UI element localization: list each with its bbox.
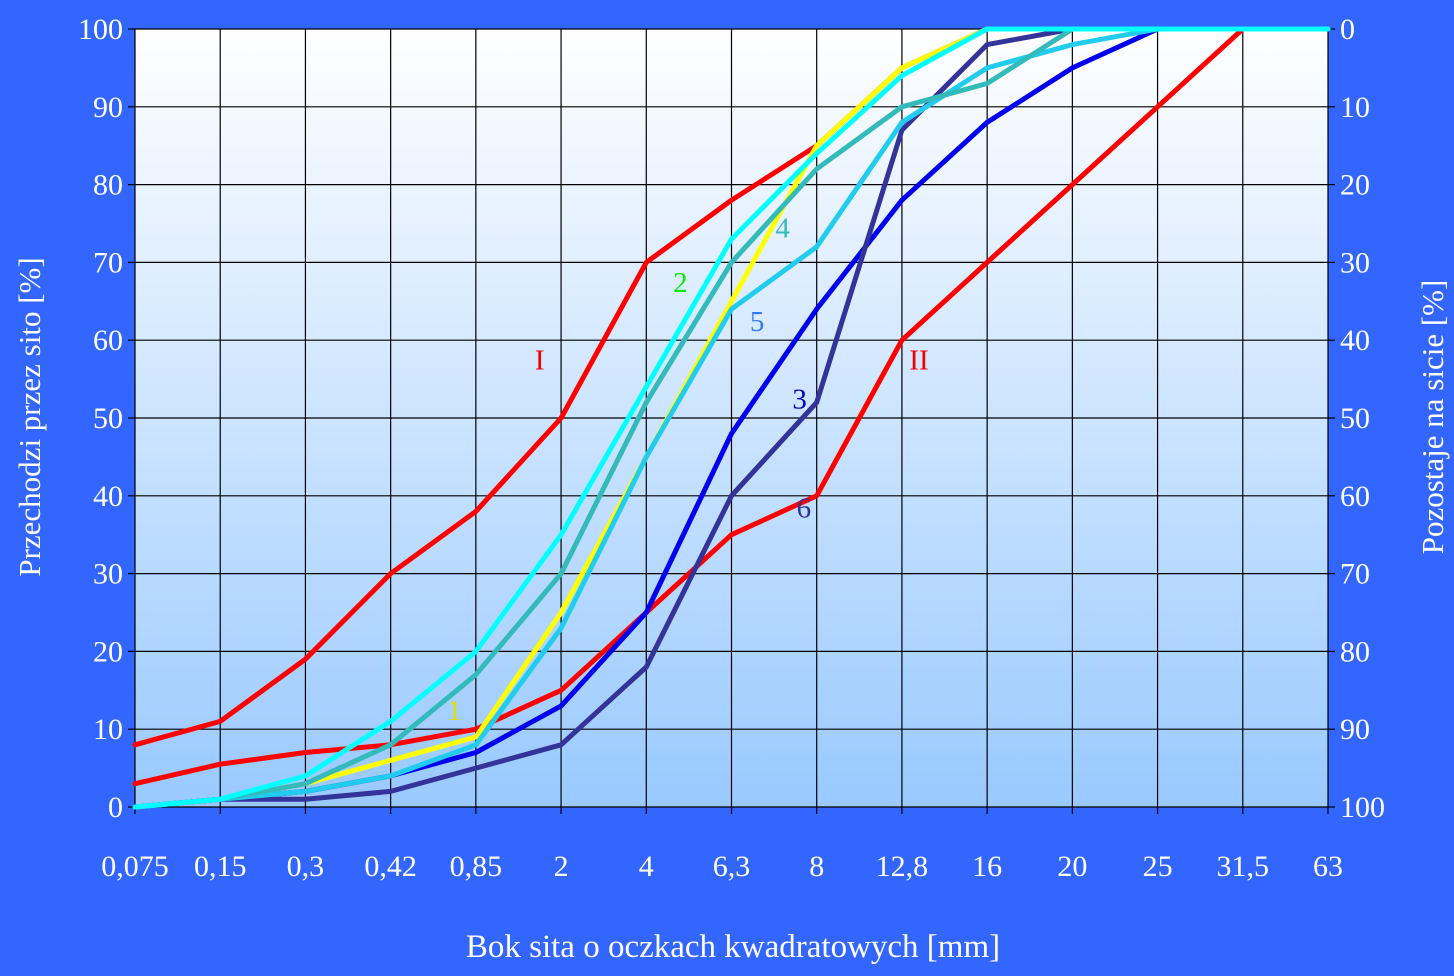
x-tick-label: 2 bbox=[554, 850, 569, 883]
axis-ticks bbox=[128, 28, 1335, 814]
x-tick-label: 12,8 bbox=[876, 850, 929, 883]
series-label-3: 3 bbox=[792, 384, 807, 416]
x-tick-label: 0,85 bbox=[450, 850, 503, 883]
y2-tick-label: 100 bbox=[1340, 791, 1385, 824]
y2-tick-label: 90 bbox=[1340, 713, 1370, 746]
x-tick-label: 6,3 bbox=[713, 850, 751, 883]
x-axis-label: Bok sita o oczkach kwadratowych [mm] bbox=[466, 929, 1000, 965]
series-label-4: 4 bbox=[775, 212, 790, 244]
series-label-5: 5 bbox=[750, 306, 765, 338]
y2-tick-label: 0 bbox=[1340, 13, 1355, 46]
y2-tick-label: 60 bbox=[1340, 480, 1370, 513]
y2-axis-label: Pozostaje na sicie [%] bbox=[1415, 280, 1450, 555]
y2-tick-label: 50 bbox=[1340, 402, 1370, 435]
y-tick-label: 20 bbox=[93, 635, 123, 668]
x-tick-label: 8 bbox=[809, 850, 824, 883]
y2-tick-label: 20 bbox=[1340, 169, 1370, 202]
x-tick-label: 4 bbox=[639, 850, 654, 883]
y-tick-label: 50 bbox=[93, 402, 123, 435]
y-tick-label: 40 bbox=[93, 480, 123, 513]
x-tick-label: 31,5 bbox=[1217, 850, 1270, 883]
y-axis-label: Przechodzi przez sito [%] bbox=[12, 257, 47, 576]
series-label-1: 1 bbox=[447, 695, 462, 727]
series-label-6: 6 bbox=[797, 492, 812, 524]
series-lines bbox=[132, 26, 1331, 810]
y2-tick-label: 40 bbox=[1340, 324, 1370, 357]
x-tick-label: 0,3 bbox=[287, 850, 325, 883]
x-tick-label: 16 bbox=[972, 850, 1002, 883]
y-tick-label: 90 bbox=[93, 91, 123, 124]
x-tick-label: 0,075 bbox=[101, 850, 169, 883]
series-label-I: I bbox=[535, 345, 545, 377]
axis-tick-labels: 0102030405060708090100100908070605040302… bbox=[78, 13, 1385, 883]
y2-tick-label: 30 bbox=[1340, 246, 1370, 279]
y2-tick-label: 10 bbox=[1340, 91, 1370, 124]
y-tick-label: 80 bbox=[93, 169, 123, 202]
y-tick-label: 10 bbox=[93, 713, 123, 746]
series-line-2 bbox=[132, 26, 1331, 810]
y-tick-label: 0 bbox=[108, 791, 123, 824]
y-tick-label: 100 bbox=[78, 13, 123, 46]
series-label-2: 2 bbox=[673, 267, 688, 299]
x-tick-label: 25 bbox=[1143, 850, 1173, 883]
series-line-II bbox=[132, 26, 1331, 787]
y2-tick-label: 70 bbox=[1340, 558, 1370, 591]
y-tick-label: 30 bbox=[93, 558, 123, 591]
x-tick-label: 0,42 bbox=[364, 850, 417, 883]
y-tick-label: 60 bbox=[93, 324, 123, 357]
y-tick-label: 70 bbox=[93, 246, 123, 279]
x-tick-label: 20 bbox=[1057, 850, 1087, 883]
x-tick-label: 0,15 bbox=[194, 850, 247, 883]
y2-tick-label: 80 bbox=[1340, 635, 1370, 668]
series-label-II: II bbox=[909, 345, 928, 377]
x-tick-label: 63 bbox=[1313, 850, 1343, 883]
series-line-5 bbox=[132, 26, 1331, 810]
